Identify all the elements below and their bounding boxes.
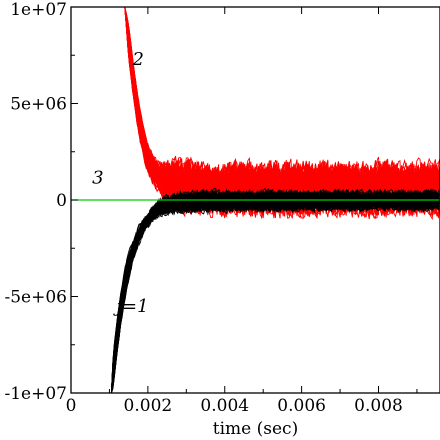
- series-1-trajectory: [110, 188, 440, 393]
- series-1-trajectory: [110, 189, 440, 393]
- series-1-trajectory: [110, 189, 439, 393]
- series-1-trajectory: [110, 188, 440, 393]
- series-1-trajectory: [110, 188, 440, 393]
- series-layer: [71, 7, 440, 393]
- y-tick-label: -1e+07: [5, 384, 68, 404]
- x-tick-label: 0.004: [200, 396, 249, 416]
- series-1-trajectory: [110, 190, 440, 393]
- series-1-trajectory: [110, 189, 440, 393]
- series-0-mean: [124, 7, 440, 186]
- annotation: 2: [132, 49, 144, 70]
- x-axis-label: time (sec): [213, 419, 298, 439]
- series-1-trajectory: [110, 189, 440, 393]
- x-tick-label: 0.008: [354, 396, 403, 416]
- series-1-trajectory: [110, 190, 440, 393]
- series-1-trajectory: [110, 188, 439, 393]
- series-0: [124, 7, 440, 221]
- y-tick-label: 5e+06: [10, 95, 67, 115]
- series-1-trajectory: [110, 188, 440, 393]
- series-1-trajectory: [110, 188, 440, 393]
- series-1-trajectory: [110, 188, 440, 393]
- x-tick-label: 0.002: [124, 396, 173, 416]
- series-1-trajectory: [110, 189, 440, 393]
- series-1-trajectory: [110, 189, 440, 393]
- series-1-mean: [110, 199, 440, 393]
- series-1-trajectory: [110, 189, 440, 393]
- series-1-trajectory: [110, 188, 440, 393]
- y-tick-label: -5e+06: [5, 288, 68, 308]
- series-1-trajectory: [110, 188, 440, 393]
- series-1-trajectory: [110, 188, 440, 393]
- series-1-trajectory: [110, 188, 440, 393]
- series-1-trajectory: [110, 188, 439, 393]
- series-1-trajectory: [110, 189, 440, 393]
- x-tick-label: 0.006: [277, 396, 326, 416]
- series-1-trajectory: [110, 188, 440, 393]
- series-1-trajectory: [110, 190, 440, 393]
- series-1-trajectory: [110, 188, 440, 393]
- y-tick-label: 0: [56, 191, 67, 211]
- series-1-trajectory: [110, 188, 440, 393]
- series-1-trajectory: [110, 187, 440, 393]
- series-1-trajectory: [110, 188, 440, 393]
- annotation: 3: [92, 168, 103, 189]
- series-1-trajectory: [110, 190, 440, 393]
- series-1-trajectory: [110, 188, 440, 393]
- series-1-trajectory: [110, 189, 440, 393]
- x-tick-label: 0: [66, 396, 77, 416]
- series-1-trajectory: [110, 189, 440, 393]
- series-1-trajectory: [110, 188, 440, 393]
- series-1-trajectory: [110, 188, 440, 393]
- series-1: [110, 187, 440, 393]
- series-1-trajectory: [110, 189, 440, 393]
- series-1-trajectory: [110, 188, 440, 393]
- series-1-trajectory: [110, 189, 440, 393]
- series-1-trajectory: [110, 188, 440, 393]
- series-1-trajectory: [110, 188, 440, 393]
- y-tick-label: 1e+07: [10, 0, 67, 20]
- series-1-trajectory: [110, 188, 440, 393]
- series-1-trajectory: [110, 188, 440, 393]
- annotation: j=1: [112, 296, 148, 317]
- series-1-trajectory: [110, 189, 440, 393]
- series-1-trajectory: [110, 190, 440, 393]
- series-1-trajectory: [110, 189, 440, 393]
- series-1-trajectory: [110, 188, 440, 393]
- series-1-trajectory: [110, 189, 440, 393]
- series-1-trajectory: [110, 190, 440, 393]
- annotations-layer: 2 3 j=1: [92, 49, 148, 317]
- series-1-trajectory: [110, 188, 440, 393]
- series-1-trajectory: [110, 189, 440, 393]
- series-1-trajectory: [110, 188, 440, 393]
- series-1-trajectory: [110, 188, 440, 393]
- ticks-layer: 0 0.002 0.004 0.006 0.008 -1e+07 -5e+06 0 5e+06 1…: [5, 0, 418, 416]
- series-1-trajectory: [110, 191, 439, 393]
- series-1-trajectory: [110, 191, 440, 393]
- series-1-trajectory: [110, 188, 440, 393]
- series-1-trajectory: [110, 189, 439, 393]
